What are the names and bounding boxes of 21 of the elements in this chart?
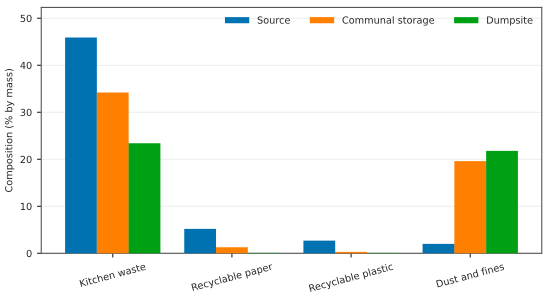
bar <box>216 247 248 254</box>
y-tick-label: 30 <box>20 108 32 116</box>
y-tick-label: 40 <box>20 62 32 70</box>
bar <box>422 244 454 254</box>
y-tick-label: 0 <box>26 250 32 258</box>
legend-label: Dumpsite <box>487 16 532 26</box>
legend-label: Communal storage <box>342 16 434 26</box>
bar <box>128 143 160 254</box>
y-tick-label: 10 <box>20 202 32 210</box>
bar <box>96 92 129 254</box>
x-tick-label: Dust and fines <box>436 262 504 288</box>
legend-label: Source <box>258 16 290 24</box>
bar <box>184 228 216 254</box>
bar <box>486 150 518 254</box>
x-tick-label: Kitchen waste <box>79 262 146 288</box>
bar <box>65 38 97 254</box>
y-tick-label: 20 <box>20 156 32 164</box>
y-tick-label: 50 <box>20 14 32 22</box>
bar <box>303 240 336 254</box>
y-axis-title: Composition (% by mass) <box>4 69 14 192</box>
bar <box>454 161 486 254</box>
